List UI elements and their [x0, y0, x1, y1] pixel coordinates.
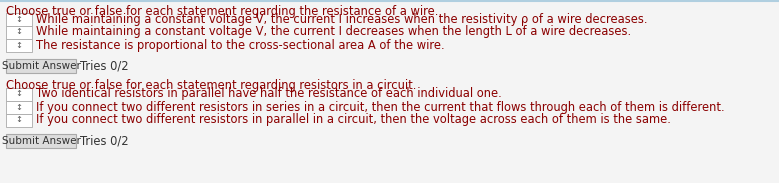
Text: ↕: ↕ — [16, 89, 23, 98]
Text: Choose true or false for each statement regarding the resistance of a wire.: Choose true or false for each statement … — [6, 5, 439, 18]
Text: ↕: ↕ — [16, 102, 23, 111]
Text: ↕: ↕ — [16, 40, 23, 49]
FancyBboxPatch shape — [6, 25, 32, 38]
Text: Submit Answer: Submit Answer — [2, 136, 80, 146]
Text: While maintaining a constant voltage V, the current I increases when the resisti: While maintaining a constant voltage V, … — [36, 12, 647, 25]
Text: Choose true or false for each statement regarding resistors in a circuit.: Choose true or false for each statement … — [6, 79, 416, 92]
FancyBboxPatch shape — [6, 59, 76, 73]
Text: Tries 0/2: Tries 0/2 — [80, 59, 129, 72]
Text: While maintaining a constant voltage V, the current I decreases when the length : While maintaining a constant voltage V, … — [36, 25, 631, 38]
FancyBboxPatch shape — [6, 38, 32, 51]
FancyBboxPatch shape — [6, 134, 76, 148]
Text: Submit Answer: Submit Answer — [2, 61, 80, 71]
FancyBboxPatch shape — [6, 100, 32, 113]
Text: If you connect two different resistors in series in a circuit, then the current : If you connect two different resistors i… — [36, 100, 724, 113]
FancyBboxPatch shape — [6, 12, 32, 25]
FancyBboxPatch shape — [6, 87, 32, 100]
Text: ↕: ↕ — [16, 14, 23, 23]
Text: Tries 0/2: Tries 0/2 — [80, 135, 129, 147]
Text: Two identical resistors in parallel have half the resistance of each individual : Two identical resistors in parallel have… — [36, 87, 502, 100]
Text: ↕: ↕ — [16, 27, 23, 36]
Text: ↕: ↕ — [16, 115, 23, 124]
Text: If you connect two different resistors in parallel in a circuit, then the voltag: If you connect two different resistors i… — [36, 113, 671, 126]
Text: The resistance is proportional to the cross-sectional area A of the wire.: The resistance is proportional to the cr… — [36, 38, 445, 51]
FancyBboxPatch shape — [6, 113, 32, 126]
